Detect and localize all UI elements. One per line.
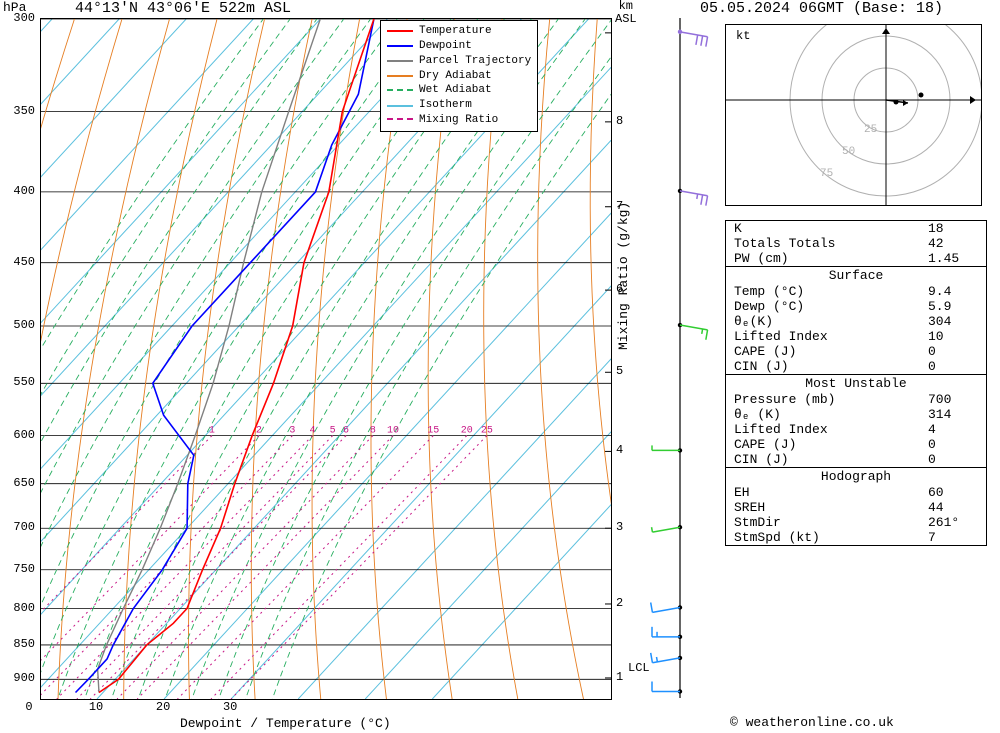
legend-label: Dewpoint: [419, 39, 472, 54]
y-axis-right-label: km ASL: [615, 0, 637, 26]
chart-title-location: 44°13'N 43°06'E 522m ASL: [75, 0, 291, 17]
mixing-ratio-axis-label: Mixing Ratio (g/kg): [616, 202, 631, 350]
svg-text:6: 6: [343, 426, 349, 437]
altitude-tick: 4: [616, 443, 623, 457]
pressure-tick: 650: [13, 476, 35, 490]
index-row: K18: [726, 221, 986, 236]
altitude-tick: 8: [616, 114, 623, 128]
svg-text:25: 25: [864, 124, 877, 136]
index-section-header: Surface: [726, 266, 986, 284]
index-row: CIN (J)0: [726, 452, 986, 467]
svg-text:20: 20: [461, 426, 473, 437]
altitude-tick: 1: [616, 670, 623, 684]
legend-item: Mixing Ratio: [387, 113, 531, 128]
svg-text:2: 2: [256, 426, 262, 437]
altitude-tick: 2: [616, 596, 623, 610]
indices-table: K18Totals Totals42PW (cm)1.45SurfaceTemp…: [725, 220, 987, 546]
temperature-tick: 20: [156, 700, 170, 714]
hodograph-panel: 25 50 75 kt: [725, 24, 982, 206]
index-row: CAPE (J)0: [726, 437, 986, 452]
pressure-tick: 800: [13, 601, 35, 615]
index-row: CIN (J)0: [726, 359, 986, 374]
svg-text:10: 10: [387, 426, 399, 437]
wind-barb-column: [650, 18, 710, 698]
svg-text:75: 75: [820, 168, 833, 180]
index-row: CAPE (J)0: [726, 344, 986, 359]
legend-label: Parcel Trajectory: [419, 54, 531, 69]
pressure-tick: 600: [13, 428, 35, 442]
legend-item: Parcel Trajectory: [387, 54, 531, 69]
temperature-tick: 0: [25, 700, 32, 714]
pressure-tick: 450: [13, 255, 35, 269]
altitude-tick: 6: [616, 282, 623, 296]
svg-text:50: 50: [842, 146, 855, 158]
index-row: Lifted Index4: [726, 422, 986, 437]
svg-text:8: 8: [370, 426, 376, 437]
index-row: Lifted Index10: [726, 329, 986, 344]
legend-item: Wet Adiabat: [387, 83, 531, 98]
legend-label: Isotherm: [419, 98, 472, 113]
pressure-tick: 500: [13, 318, 35, 332]
index-row: θₑ(K)304: [726, 314, 986, 329]
svg-text:3: 3: [289, 426, 295, 437]
pressure-tick: 400: [13, 184, 35, 198]
svg-text:5: 5: [330, 426, 336, 437]
index-row: StmDir261°: [726, 515, 986, 530]
index-row: SREH44: [726, 500, 986, 515]
index-row: EH60: [726, 485, 986, 500]
legend-label: Temperature: [419, 24, 492, 39]
x-axis-label: Dewpoint / Temperature (°C): [180, 716, 391, 731]
legend-item: Isotherm: [387, 98, 531, 113]
index-section-header: Most Unstable: [726, 374, 986, 392]
chart-title-datetime: 05.05.2024 06GMT (Base: 18): [700, 0, 943, 17]
legend-item: Temperature: [387, 24, 531, 39]
pressure-tick: 850: [13, 637, 35, 651]
altitude-tick: 3: [616, 520, 623, 534]
index-row: Temp (°C)9.4: [726, 284, 986, 299]
index-row: StmSpd (kt)7: [726, 530, 986, 545]
index-row: θₑ (K)314: [726, 407, 986, 422]
legend-label: Wet Adiabat: [419, 83, 492, 98]
svg-text:15: 15: [427, 426, 439, 437]
pressure-tick: 750: [13, 562, 35, 576]
pressure-tick: 900: [13, 671, 35, 685]
pressure-tick: 700: [13, 520, 35, 534]
legend-label: Dry Adiabat: [419, 69, 492, 84]
svg-text:4: 4: [310, 426, 316, 437]
legend-label: Mixing Ratio: [419, 113, 498, 128]
svg-text:25: 25: [481, 426, 493, 437]
pressure-tick: 550: [13, 375, 35, 389]
svg-text:kt: kt: [736, 29, 750, 43]
index-row: Totals Totals42: [726, 236, 986, 251]
index-row: Dewp (°C)5.9: [726, 299, 986, 314]
index-row: Pressure (mb)700: [726, 392, 986, 407]
copyright-text: © weatheronline.co.uk: [730, 715, 894, 730]
altitude-tick: 5: [616, 364, 623, 378]
temperature-tick: 30: [223, 700, 237, 714]
svg-text:1: 1: [209, 426, 215, 437]
index-section-header: Hodograph: [726, 467, 986, 485]
pressure-tick: 350: [13, 104, 35, 118]
index-row: PW (cm)1.45: [726, 251, 986, 266]
temperature-tick: 10: [89, 700, 103, 714]
legend-item: Dry Adiabat: [387, 69, 531, 84]
chart-legend: TemperatureDewpointParcel TrajectoryDry …: [380, 20, 538, 132]
lcl-label: LCL: [628, 661, 650, 675]
pressure-tick: 300: [13, 11, 35, 25]
altitude-tick: 7: [616, 199, 623, 213]
legend-item: Dewpoint: [387, 39, 531, 54]
